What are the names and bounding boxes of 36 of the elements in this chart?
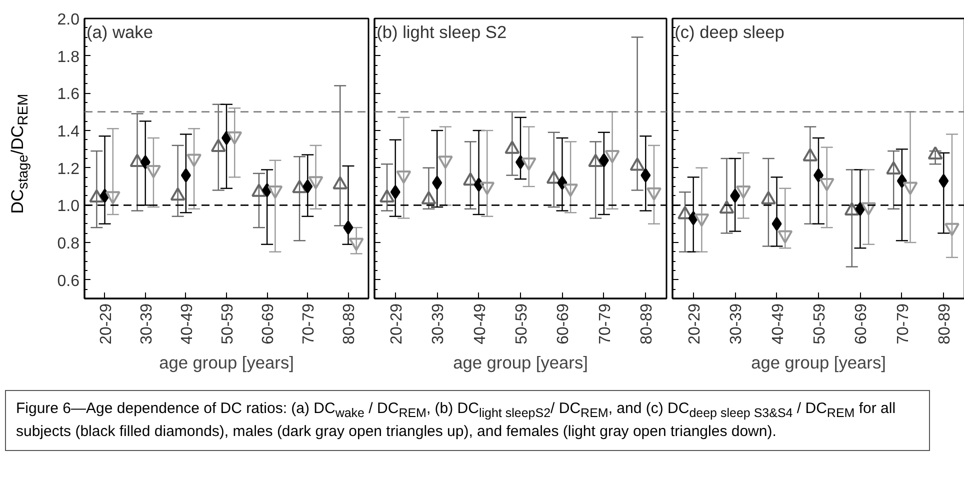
x-axis-title: age group [years] — [159, 352, 294, 372]
x-tick-label: 40-49 — [770, 303, 787, 344]
y-tick-label: 0.6 — [57, 272, 80, 290]
x-tick-label: 70-79 — [300, 303, 318, 344]
y-tick-label: 1.0 — [57, 198, 80, 216]
x-tick-label: 30-39 — [430, 303, 448, 344]
y-tick-label: 1.2 — [57, 160, 80, 178]
x-tick-label: 20-29 — [388, 303, 406, 344]
x-tick-label: 50-59 — [514, 303, 530, 344]
y-tick-label: 2.0 — [57, 12, 80, 28]
x-tick-label: 50-59 — [220, 303, 236, 344]
x-tick-label: 30-39 — [138, 303, 156, 344]
x-tick-label: 50-59 — [812, 303, 828, 344]
y-tick-label: 1.6 — [57, 86, 80, 104]
x-tick-label: 20-29 — [98, 303, 115, 344]
x-tick-label: 60-69 — [260, 303, 278, 344]
x-tick-label: 40-49 — [472, 303, 489, 344]
y-tick-label: 0.8 — [57, 236, 80, 252]
chart-title: (b) light sleep S2 — [376, 22, 507, 42]
x-tick-label: 40-49 — [178, 303, 196, 344]
text: Figure 6—Age dependence of DC ratios: (a) DC$_{wake}$ / DC$_{REM}$, (b) DC$_{light sleepS2}$/ DC$_{REM}$, and (c) DC$_{deep sleep S3&S4}$ / DC$_{REM}$ for all subjects (black filled diamonds), males (dark gray open triangles up), and females (light gray open triangles down). — [16, 400, 896, 440]
y-tick-label: 1.4 — [57, 124, 80, 140]
x-axis-title: age group [years] — [751, 352, 886, 372]
x-tick-label: 60-69 — [853, 303, 870, 344]
x-tick-label: 70-79 — [596, 303, 614, 344]
x-tick-label: 60-69 — [555, 303, 572, 344]
x-tick-label: 80-89 — [638, 303, 656, 344]
chart-title: (c) deep sleep — [674, 22, 784, 42]
x-axis-title: age group [years] — [453, 352, 588, 372]
x-tick-label: 30-39 — [728, 303, 746, 344]
x-tick-label: 70-79 — [894, 303, 912, 344]
x-tick-label: 20-29 — [686, 303, 704, 344]
x-tick-label: 80-89 — [341, 303, 358, 344]
y-tick-label: 1.8 — [57, 48, 80, 66]
chart-title: (a) wake — [86, 22, 153, 42]
x-tick-label: 80-89 — [936, 303, 954, 344]
